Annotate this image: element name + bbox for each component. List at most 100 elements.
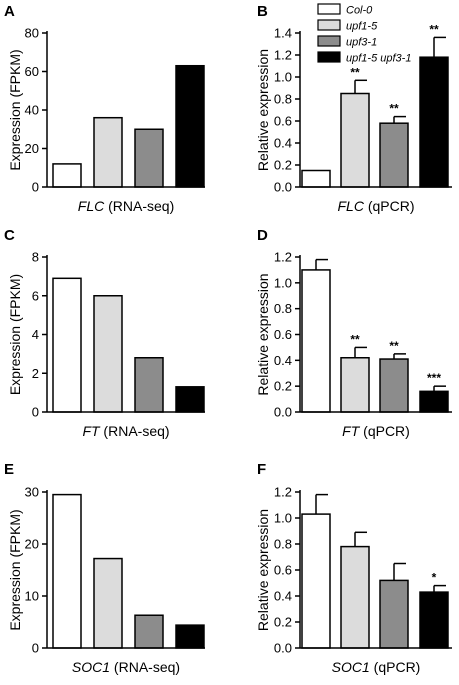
- y-tick-label: 0.4: [274, 589, 292, 604]
- y-tick-label: 0.8: [274, 537, 292, 552]
- bar-upf1-5-upf3-1: [419, 591, 449, 649]
- y-axis-label: Expression (FPKM): [7, 274, 23, 395]
- panel-c: C 0 2 4 6 8 Expression (FPKM) FT (RNA-seq): [4, 227, 205, 439]
- legend-label: Col-0: [346, 5, 373, 17]
- x-axis-label-gene: FLC: [337, 198, 364, 214]
- legend-label: upf1-5: [346, 21, 378, 33]
- significance-label: **: [350, 65, 360, 79]
- bar-upf1-5: [93, 295, 123, 413]
- y-tick-label: 0.0: [274, 641, 292, 656]
- y-tick-label: 1.2: [274, 485, 292, 500]
- bar-upf3-1: [379, 579, 409, 649]
- y-axis-label: Relative expression: [255, 509, 271, 631]
- legend-swatch: [317, 3, 341, 15]
- panel-label: A: [4, 3, 15, 20]
- y-tick-label: 10: [25, 589, 39, 604]
- y-tick-label: 40: [25, 103, 39, 118]
- y-axis-label: Expression (FPKM): [7, 509, 23, 630]
- x-axis-label: FLC (qPCR): [337, 198, 414, 214]
- y-axis-label: Expression (FPKM): [7, 49, 23, 170]
- x-axis-label-method: (qPCR): [370, 659, 421, 675]
- y-tick-label: 0.6: [274, 563, 292, 578]
- y-tick-label: 30: [25, 485, 39, 500]
- x-axis-label: FT (RNA-seq): [82, 423, 169, 439]
- bar-upf1-5-upf3-1: [175, 64, 205, 188]
- y-tick-label: 0.6: [274, 327, 292, 342]
- bar-upf1-5-upf3-1: [175, 624, 205, 649]
- bar-upf1-5: [340, 545, 370, 649]
- x-axis-label: SOC1 (qPCR): [332, 659, 421, 675]
- y-axis-label: Relative expression: [255, 49, 271, 171]
- bar-upf3-1: [379, 358, 409, 413]
- y-tick-label: 0.8: [274, 301, 292, 316]
- bar-col0: [301, 169, 331, 188]
- significance-label: *: [432, 571, 437, 585]
- legend-swatch: [317, 35, 341, 47]
- y-tick-label: 1.4: [274, 26, 292, 41]
- bar-upf1-5: [93, 557, 123, 649]
- y-tick-label: 0.2: [274, 158, 292, 173]
- y-tick-label: 0.0: [274, 180, 292, 195]
- bar-col0: [301, 513, 331, 649]
- y-tick-label: 2: [32, 366, 39, 381]
- y-tick-label: 0.2: [274, 379, 292, 394]
- bar-col0: [52, 493, 82, 649]
- y-tick-label: 20: [25, 537, 39, 552]
- y-tick-label: 1.2: [274, 48, 292, 63]
- y-tick-label: 0: [32, 641, 39, 656]
- x-axis-label-gene: SOC1: [72, 659, 110, 675]
- bar-upf3-1: [134, 128, 164, 188]
- y-tick-label: 0.0: [274, 405, 292, 420]
- x-axis-label-method: (RNA-seq): [104, 198, 174, 214]
- bar-upf3-1: [379, 122, 409, 188]
- significance-label: **: [389, 339, 399, 353]
- x-axis-label-gene: FT: [342, 423, 361, 439]
- x-axis-label-gene: FT: [82, 423, 101, 439]
- bar-upf1-5-upf3-1: [419, 390, 449, 413]
- y-tick-label: 6: [32, 288, 39, 303]
- x-axis-label-method: (RNA-seq): [110, 659, 180, 675]
- x-axis-label-gene: FLC: [78, 198, 105, 214]
- bar-upf3-1: [134, 614, 164, 649]
- bar-upf1-5-upf3-1: [419, 56, 449, 188]
- legend: Col-0 upf1-5 upf3-1 upf1-5 upf3-1: [317, 3, 411, 65]
- panel-label: D: [257, 227, 268, 244]
- y-tick-label: 8: [32, 250, 39, 265]
- x-axis-label-method: (qPCR): [359, 423, 410, 439]
- bar-upf1-5: [340, 357, 370, 413]
- y-tick-label: 0: [32, 405, 39, 420]
- legend-label: upf3-1: [346, 37, 377, 49]
- bar-upf1-5: [340, 92, 370, 188]
- legend-swatch: [317, 19, 341, 31]
- panel-label: F: [257, 461, 266, 478]
- y-axis-label: Relative expression: [255, 273, 271, 395]
- significance-label: **: [350, 332, 360, 346]
- significance-label: ***: [427, 371, 441, 385]
- legend-swatch: [317, 51, 341, 63]
- legend-label: upf1-5 upf3-1: [346, 53, 411, 65]
- bar-upf3-1: [134, 357, 164, 413]
- panel-label: E: [4, 461, 14, 478]
- y-tick-label: 20: [25, 141, 39, 156]
- y-tick-label: 0.4: [274, 353, 292, 368]
- y-tick-label: 1.2: [274, 250, 292, 265]
- x-axis-label-method: (qPCR): [364, 198, 415, 214]
- panel-label: B: [257, 3, 268, 20]
- x-axis-label-gene: SOC1: [332, 659, 370, 675]
- y-tick-label: 0.8: [274, 92, 292, 107]
- x-axis-label: FT (qPCR): [342, 423, 410, 439]
- x-axis-label: SOC1 (RNA-seq): [72, 659, 180, 675]
- bar-col0: [52, 277, 82, 413]
- bar-col0: [301, 269, 331, 413]
- bar-upf1-5: [93, 116, 123, 188]
- y-tick-label: 0.4: [274, 136, 292, 151]
- bar-col0: [52, 163, 82, 188]
- x-axis-label: FLC (RNA-seq): [78, 198, 174, 214]
- y-tick-label: 60: [25, 64, 39, 79]
- bar-upf1-5-upf3-1: [175, 386, 205, 413]
